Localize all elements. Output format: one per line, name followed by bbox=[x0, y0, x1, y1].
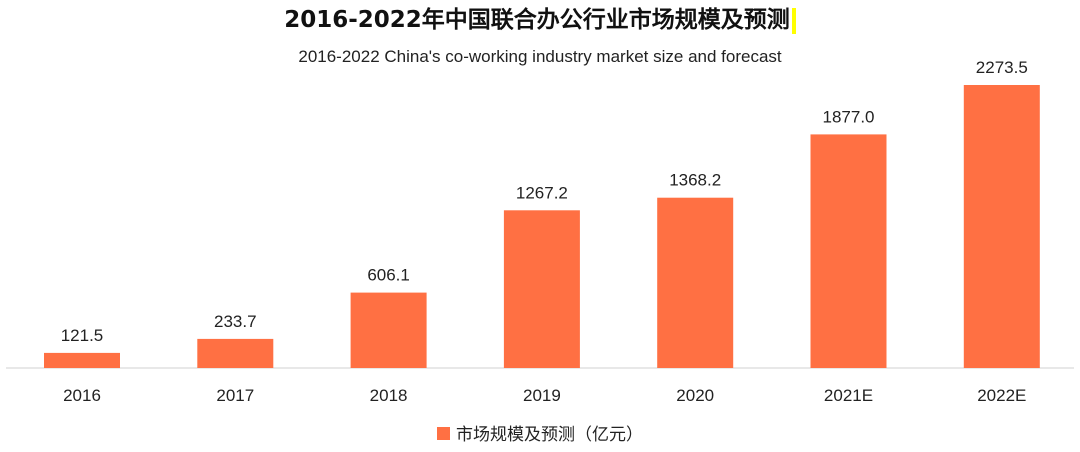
x-tick-label-2021E: 2021E bbox=[824, 386, 873, 405]
value-label-2018: 606.1 bbox=[367, 266, 410, 285]
bar-2020 bbox=[657, 197, 734, 368]
value-label-2022E: 2273.5 bbox=[976, 58, 1028, 77]
x-tick-label-2022E: 2022E bbox=[977, 386, 1026, 405]
x-tick-label-2019: 2019 bbox=[523, 386, 561, 405]
x-tick-label-2018: 2018 bbox=[370, 386, 408, 405]
bar-2019 bbox=[503, 210, 580, 368]
bar-2022E bbox=[963, 85, 1040, 368]
bar-2017 bbox=[197, 338, 274, 368]
x-tick-label-2016: 2016 bbox=[63, 386, 101, 405]
legend-swatch bbox=[437, 426, 450, 440]
bar-2016 bbox=[44, 352, 120, 368]
chart-title-text: 2016-2022年中国联合办公行业市场规模及预测 bbox=[284, 7, 790, 33]
legend-label: 市场规模及预测（亿元） bbox=[456, 425, 643, 445]
value-label-2017: 233.7 bbox=[214, 312, 257, 331]
bar-2018 bbox=[350, 292, 427, 368]
text-cursor-highlight bbox=[791, 7, 796, 34]
value-label-2016: 121.5 bbox=[61, 326, 104, 345]
legend: 市场规模及预测（亿元） bbox=[0, 424, 1080, 446]
value-label-2019: 1267.2 bbox=[516, 183, 568, 202]
value-label-2021E: 1877.0 bbox=[823, 107, 875, 126]
source-note-clipped bbox=[0, 447, 300, 452]
x-tick-label-2020: 2020 bbox=[676, 386, 714, 405]
x-tick-labels-group: 2016 2017 2018 2019 2020 2021E 2022E bbox=[63, 386, 1026, 405]
bar-2021E bbox=[810, 134, 887, 368]
bars-group bbox=[44, 85, 1040, 368]
chart-subtitle: 2016-2022 China's co-working industry ma… bbox=[298, 47, 782, 66]
x-tick-label-2017: 2017 bbox=[216, 386, 254, 405]
chart-title: 2016-2022年中国联合办公行业市场规模及预测 bbox=[0, 4, 1080, 36]
value-labels-group: 121.5 233.7 606.1 1267.2 1368.2 1877.0 2273.5 bbox=[61, 58, 1028, 345]
value-label-2020: 1368.2 bbox=[669, 171, 721, 190]
